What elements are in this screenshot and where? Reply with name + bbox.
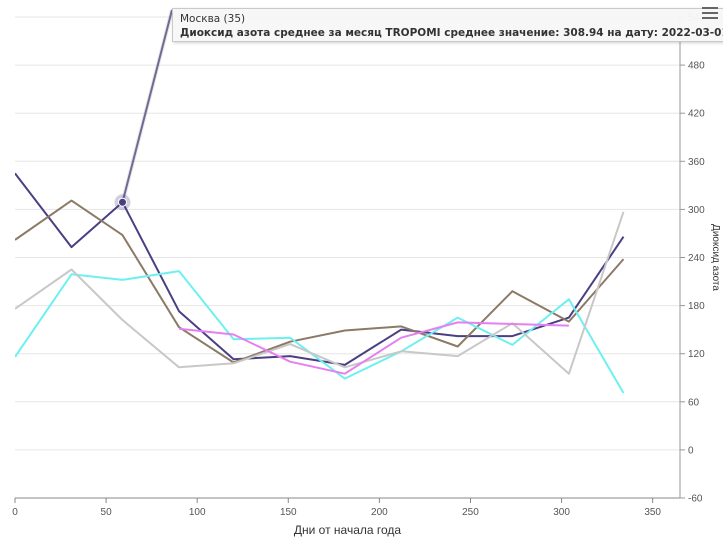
y-tick-label: 180: [688, 301, 705, 312]
x-tick-label: 150: [280, 507, 297, 518]
series-line-1: [15, 199, 625, 364]
tooltip-connector-halo: [120, 9, 174, 203]
grid-lines: [15, 16, 680, 499]
x-tick-label: 50: [101, 507, 113, 518]
highlight-marker: [117, 197, 127, 207]
tooltip-title: Москва (35): [180, 13, 246, 25]
y-tick-label: 480: [688, 61, 705, 72]
series-line-2: [15, 270, 625, 394]
highlight-group: [114, 9, 174, 211]
y-tick-label: 300: [688, 205, 705, 216]
x-tick-label: 250: [462, 507, 479, 518]
y-tick-label: 120: [688, 349, 705, 360]
x-tick-label: 200: [371, 507, 388, 518]
series-group: [15, 172, 625, 394]
series-line-0: [15, 172, 625, 366]
x-tick-label: 300: [553, 507, 570, 518]
x-axis-title: Дни от начала года: [294, 523, 402, 537]
y-axis-title: Диоксид азота: [710, 224, 721, 291]
y-tick-label: 60: [688, 397, 700, 408]
tooltip-connector: [121, 9, 173, 203]
y-axis: -60060120180240300360420480540: [679, 13, 705, 505]
x-tick-label: 100: [189, 507, 206, 518]
y-tick-label: 0: [688, 445, 694, 456]
series-line-3: [15, 211, 625, 375]
x-axis: 0 50 100 150 200 250 300 350: [12, 497, 680, 518]
tooltip: Москва (35) Диоксид азота среднее за мес…: [172, 8, 723, 42]
y-tick-label: 240: [688, 253, 705, 264]
hamburger-menu-icon[interactable]: [702, 7, 718, 21]
y-tick-label: -60: [688, 494, 703, 505]
tooltip-value: Диоксид азота среднее за месяц TROPOMI с…: [180, 27, 723, 39]
y-tick-label: 360: [688, 157, 705, 168]
series-line-4: [178, 321, 569, 375]
x-tick-label: 0: [12, 507, 18, 518]
x-tick-label: 350: [644, 507, 661, 518]
y-tick-label: 420: [688, 109, 705, 120]
